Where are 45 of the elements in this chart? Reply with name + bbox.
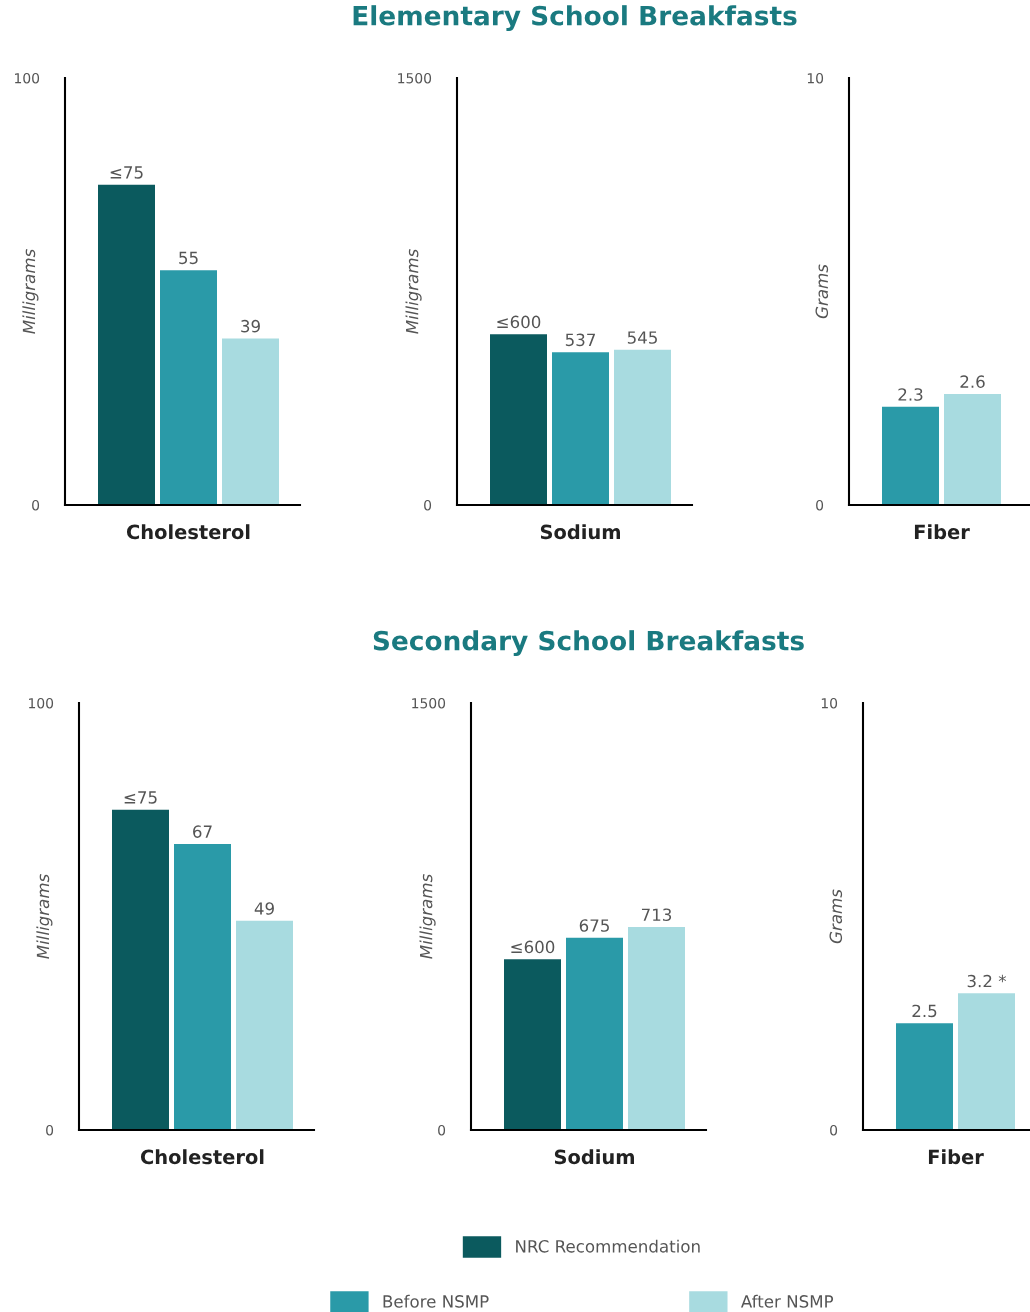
y-axis-title: Grams	[829, 889, 843, 944]
data-label: 2.5	[912, 1004, 937, 1018]
chart-title: Secondary School Breakfasts	[373, 630, 804, 656]
y-tick-label: 10	[807, 72, 824, 84]
data-label: 2.6	[960, 375, 985, 388]
data-label: 545	[627, 331, 657, 344]
y-tick-label: 0	[46, 1124, 54, 1136]
y-tick-label: 0	[438, 1124, 446, 1136]
legend-label: After NSMP	[740, 1294, 834, 1308]
y-axis-title: Grams	[815, 264, 829, 319]
data-label: 3.2 *	[967, 974, 1007, 988]
y-tick-label: 0	[816, 499, 824, 511]
data-label: ≤600	[497, 315, 541, 329]
data-label: ≤600	[511, 940, 555, 954]
data-label: 67	[193, 825, 212, 838]
y-tick-label: 1500	[398, 72, 432, 84]
y-axis-title: Milligrams	[36, 874, 53, 959]
x-axis-title: Sodium	[540, 524, 620, 540]
y-axis-title: Milligrams	[419, 874, 436, 959]
data-label: 49	[254, 902, 274, 915]
data-label: 675	[579, 919, 609, 932]
data-label: 537	[565, 333, 595, 347]
y-tick-label: 10	[821, 697, 838, 709]
y-tick-label: 0	[830, 1124, 838, 1136]
y-axis-title: Milligrams	[405, 249, 422, 334]
x-axis-title: Cholesterol	[126, 524, 250, 540]
x-axis-title: Fiber	[928, 1149, 984, 1165]
y-tick-label: 0	[32, 499, 40, 511]
x-axis-title: Cholesterol	[140, 1149, 264, 1165]
legend-label: Before NSMP	[383, 1294, 489, 1308]
x-axis-title: Fiber	[914, 524, 970, 540]
data-label: 39	[241, 319, 260, 333]
x-axis-title: Sodium	[554, 1149, 634, 1165]
y-tick-label: 100	[29, 697, 54, 709]
legend-label: NRC Recommendation	[516, 1239, 700, 1253]
y-tick-label: 1500	[412, 697, 446, 709]
y-axis-title: Milligrams	[22, 249, 39, 334]
data-label: 713	[641, 908, 672, 922]
y-tick-label: 0	[424, 499, 432, 511]
data-label: 2.3	[898, 388, 923, 401]
data-label: 55	[179, 251, 198, 265]
data-label: ≤75	[110, 166, 143, 179]
chart-title: Elementary School Breakfasts	[353, 5, 797, 31]
y-tick-label: 100	[15, 72, 40, 84]
data-label: ≤75	[124, 791, 157, 804]
